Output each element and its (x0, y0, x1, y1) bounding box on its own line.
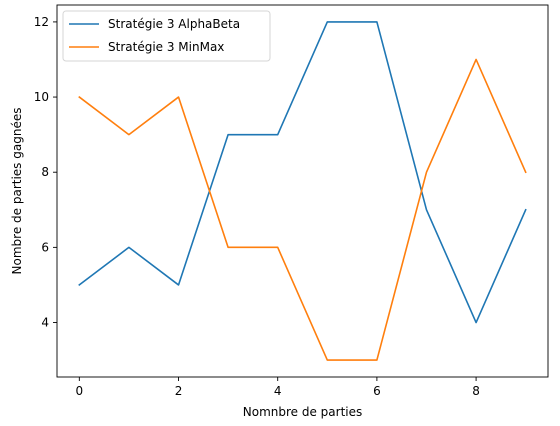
x-tick-label: 4 (274, 384, 282, 398)
x-axis-label: Nomnbre de parties (243, 405, 363, 419)
y-tick-label: 10 (34, 90, 49, 104)
x-tick-label: 8 (472, 384, 480, 398)
y-axis-label: Nombre de parties gagnées (10, 108, 24, 275)
x-tick-label: 0 (75, 384, 83, 398)
y-tick-label: 12 (34, 15, 49, 29)
x-tick-label: 6 (373, 384, 381, 398)
x-tick-label: 2 (175, 384, 183, 398)
legend-box (62, 10, 271, 62)
ticks-layer: 0 2 4 6 8 4 6 8 10 12 (34, 15, 480, 398)
y-tick-label: 8 (41, 165, 49, 179)
legend-label-minmax: Stratégie 3 MinMax (108, 40, 224, 54)
axes-layer (56, 4, 549, 378)
plot-frame (56, 4, 549, 378)
series-line-minmax (78, 58, 527, 361)
series-line-alphabeta (78, 21, 527, 324)
legend-label-alphabeta: Stratégie 3 AlphaBeta (108, 17, 240, 31)
y-tick-label: 4 (41, 316, 49, 330)
y-tick-label: 6 (41, 240, 49, 254)
legend: Stratégie 3 AlphaBeta Stratégie 3 MinMax (62, 10, 271, 62)
series-layer (78, 21, 527, 361)
